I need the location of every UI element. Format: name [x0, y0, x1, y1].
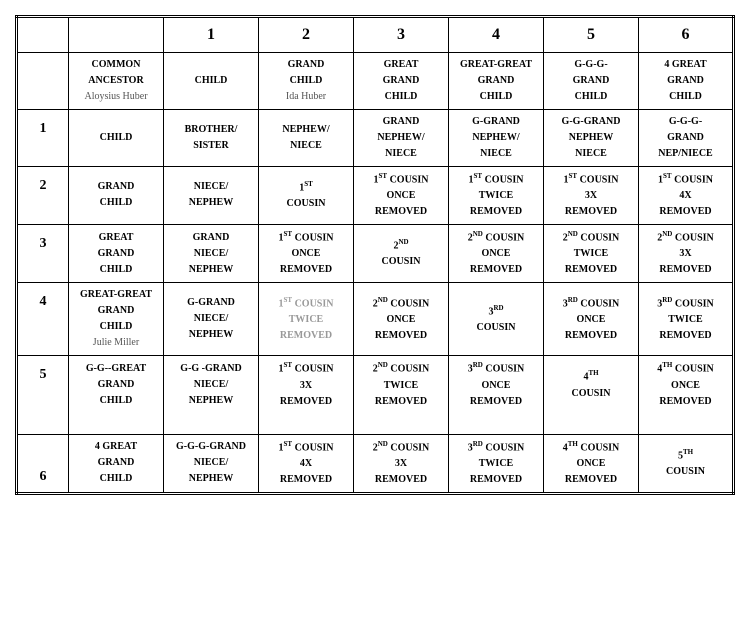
relationship-cell: 3RD COUSINTWICEREMOVED [449, 434, 544, 493]
relationship-cell: 3RD COUSINONCEREMOVED [449, 356, 544, 434]
relationship-cell: 2ND COUSINTWICEREMOVED [544, 224, 639, 282]
relationship-cell: 2ND COUSINONCEREMOVED [354, 283, 449, 356]
relationship-cell: 4TH COUSINONCEREMOVED [639, 356, 734, 434]
row-number: 2 [17, 166, 69, 224]
relationship-cell: G-G-G-GRANDCHILD [544, 52, 639, 109]
relationship-cell: G-G-G-GRANDNEP/NIECE [639, 109, 734, 166]
relationship-cell: 1ST COUSINTWICEREMOVED [259, 283, 354, 356]
relationship-cell: 4 GREATGRANDCHILD [639, 52, 734, 109]
column-number: 2 [259, 17, 354, 53]
relationship-cell: 2ND COUSIN3XREMOVED [639, 224, 734, 282]
column-number: 4 [449, 17, 544, 53]
relationship-cell: NEPHEW/NIECE [259, 109, 354, 166]
relationship-cell: GRANDNIECE/NEPHEW [164, 224, 259, 282]
relationship-cell: CHILD [164, 52, 259, 109]
column-number: 5 [544, 17, 639, 53]
relationship-cell: 4THCOUSIN [544, 356, 639, 434]
row-number: 4 [17, 283, 69, 356]
relationship-cell: 2NDCOUSIN [354, 224, 449, 282]
relationship-cell: GREAT-GREATGRANDCHILD [449, 52, 544, 109]
relationship-cell: G-G--GREATGRANDCHILD [69, 356, 164, 434]
relationship-cell: GRANDCHILDIda Huber [259, 52, 354, 109]
relationship-cell: 1STCOUSIN [259, 166, 354, 224]
relationship-cell: GREAT-GREATGRANDCHILDJulie Miller [69, 283, 164, 356]
relationship-cell: G-G-G-GRANDNIECE/NEPHEW [164, 434, 259, 493]
relationship-cell: 1ST COUSINONCEREMOVED [354, 166, 449, 224]
relationship-cell: GREATGRANDCHILD [69, 224, 164, 282]
relationship-cell: 4 GREATGRANDCHILD [69, 434, 164, 493]
relationship-cell: 4TH COUSINONCEREMOVED [544, 434, 639, 493]
header-blank [17, 17, 69, 53]
relationship-cell: G-G -GRANDNIECE/NEPHEW [164, 356, 259, 434]
relationship-cell: GRANDNEPHEW/NIECE [354, 109, 449, 166]
relationship-cell: 1ST COUSIN3XREMOVED [544, 166, 639, 224]
relationship-cell: 3RD COUSINONCEREMOVED [544, 283, 639, 356]
row-number [17, 52, 69, 109]
relationship-cell: BROTHER/SISTER [164, 109, 259, 166]
relationship-cell: 1ST COUSINTWICEREMOVED [449, 166, 544, 224]
relationship-cell: GRANDCHILD [69, 166, 164, 224]
column-number: 3 [354, 17, 449, 53]
row-number: 3 [17, 224, 69, 282]
relationship-cell: CHILD [69, 109, 164, 166]
cousin-relationship-table: 123456COMMONANCESTORAloysius HuberCHILDG… [15, 15, 735, 495]
relationship-cell: COMMONANCESTORAloysius Huber [69, 52, 164, 109]
relationship-cell: 2ND COUSINTWICEREMOVED [354, 356, 449, 434]
relationship-cell: 1ST COUSIN3XREMOVED [259, 356, 354, 434]
relationship-cell: G-GRANDNEPHEW/NIECE [449, 109, 544, 166]
relationship-cell: 2ND COUSIN3XREMOVED [354, 434, 449, 493]
relationship-cell: 3RD COUSINTWICEREMOVED [639, 283, 734, 356]
relationship-cell: GREATGRANDCHILD [354, 52, 449, 109]
relationship-cell: 5THCOUSIN [639, 434, 734, 493]
relationship-cell: G-G-GRANDNEPHEWNIECE [544, 109, 639, 166]
relationship-cell: G-GRANDNIECE/NEPHEW [164, 283, 259, 356]
row-number: 6 [17, 434, 69, 493]
row-number: 1 [17, 109, 69, 166]
column-number: 1 [164, 17, 259, 53]
header-blank [69, 17, 164, 53]
relationship-cell: 1ST COUSIN4XREMOVED [259, 434, 354, 493]
relationship-cell: 1ST COUSINONCEREMOVED [259, 224, 354, 282]
relationship-cell: 2ND COUSINONCEREMOVED [449, 224, 544, 282]
relationship-cell: 3RDCOUSIN [449, 283, 544, 356]
relationship-cell: NIECE/NEPHEW [164, 166, 259, 224]
column-number: 6 [639, 17, 734, 53]
relationship-cell: 1ST COUSIN4XREMOVED [639, 166, 734, 224]
row-number: 5 [17, 356, 69, 434]
